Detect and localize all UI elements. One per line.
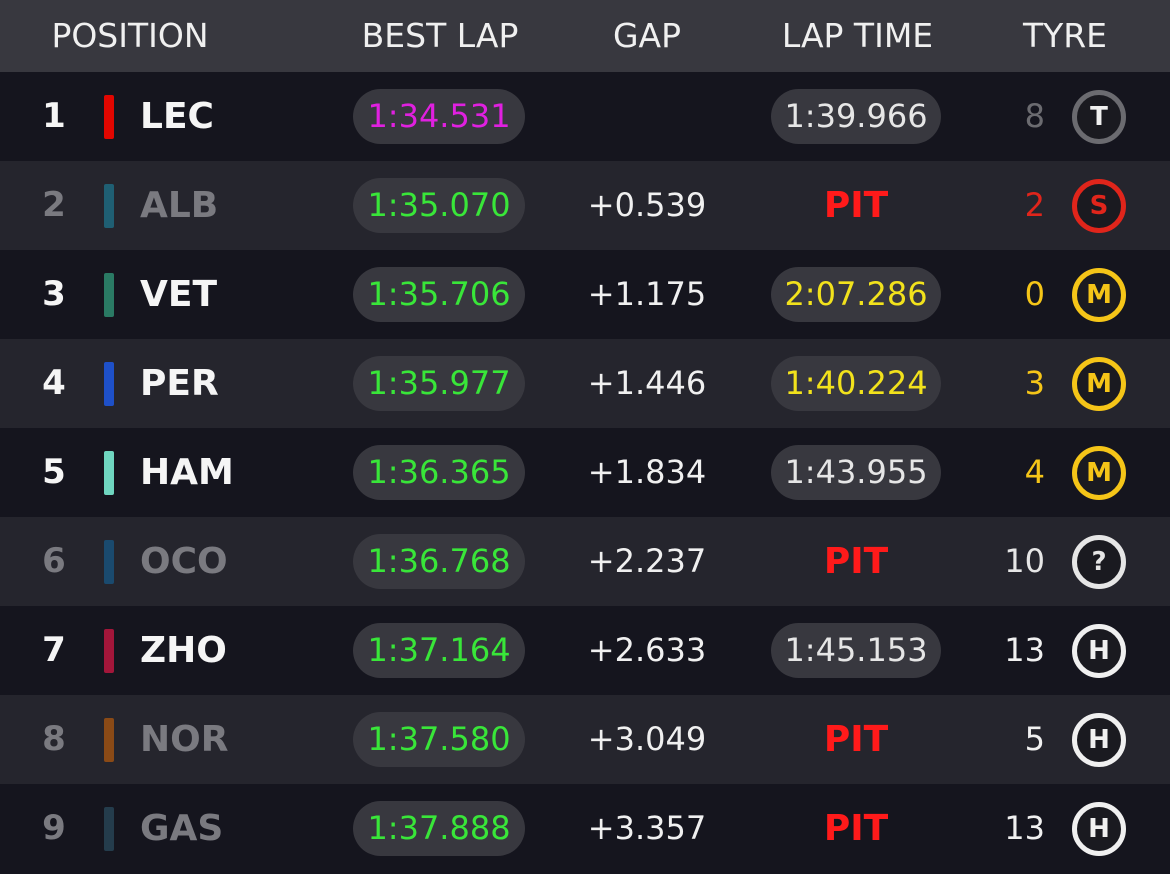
pit: PIT — [823, 185, 889, 226]
driver-code: ALB — [140, 185, 219, 226]
column-header: LAP TIME — [781, 16, 934, 55]
gap: +1.834 — [587, 453, 707, 491]
driver-row: 7 ZHO 1:37.164 +2.633 1:45.153 13 H — [0, 606, 1170, 695]
team-bar — [104, 629, 114, 673]
position: 2 — [42, 185, 66, 225]
position: 1 — [42, 96, 66, 136]
column-header: POSITION — [51, 16, 209, 55]
tyre-age: 8 — [1024, 97, 1045, 135]
position: 8 — [42, 719, 66, 759]
driver-row: 1 LEC 1:34.531 1:39.966 8 T — [0, 72, 1170, 161]
position: 7 — [42, 630, 66, 670]
lap-time: 1:43.955 — [771, 445, 941, 500]
header: POSITION BEST LAP GAP LAP TIME TYRE — [0, 0, 1170, 72]
gap: +0.539 — [587, 186, 707, 224]
pit: PIT — [823, 719, 889, 760]
tyre-icon: H — [1072, 802, 1126, 856]
best-lap: 1:35.070 — [353, 178, 525, 233]
gap: +2.237 — [587, 542, 707, 580]
tyre-age: 13 — [1004, 809, 1045, 847]
driver-code: OCO — [140, 541, 228, 582]
tyre-icon: ? — [1072, 535, 1126, 589]
gap: +1.446 — [587, 364, 707, 402]
tyre-icon: M — [1072, 446, 1126, 500]
driver-code: HAM — [140, 452, 234, 493]
tyre-icon: H — [1072, 713, 1126, 767]
best-lap: 1:37.580 — [353, 712, 525, 767]
position: 4 — [42, 363, 66, 403]
driver-row: 8 NOR 1:37.580 +3.049 PIT 5 H — [0, 695, 1170, 784]
gap: +3.049 — [587, 720, 707, 758]
tyre-age: 13 — [1004, 631, 1045, 669]
team-bar — [104, 273, 114, 317]
column-header: GAP — [612, 16, 682, 55]
tyre-icon: H — [1072, 624, 1126, 678]
best-lap: 1:37.164 — [353, 623, 525, 678]
lap-time: 1:39.966 — [771, 89, 941, 144]
best-lap: 1:36.365 — [353, 445, 525, 500]
column-header: BEST LAP — [361, 16, 519, 55]
position: 3 — [42, 274, 66, 314]
position: 6 — [42, 541, 66, 581]
driver-code: NOR — [140, 719, 229, 760]
driver-code: ZHO — [140, 630, 227, 671]
pit: PIT — [823, 808, 889, 849]
gap: +1.175 — [587, 275, 707, 313]
team-bar — [104, 184, 114, 228]
team-bar — [104, 451, 114, 495]
driver-code: VET — [140, 274, 218, 315]
driver-code: LEC — [140, 96, 214, 137]
driver-row: 9 GAS 1:37.888 +3.357 PIT 13 H — [0, 784, 1170, 873]
best-lap: 1:34.531 — [353, 89, 525, 144]
tyre-icon: M — [1072, 268, 1126, 322]
gap: +3.357 — [587, 809, 707, 847]
position: 9 — [42, 808, 66, 848]
team-bar — [104, 540, 114, 584]
driver-row: 6 OCO 1:36.768 +2.237 PIT 10? — [0, 517, 1170, 606]
pit: PIT — [823, 541, 889, 582]
driver-row: 2 ALB 1:35.070 +0.539 PIT 2 S — [0, 161, 1170, 250]
tyre-icon: T — [1072, 90, 1126, 144]
column-header: TYRE — [1022, 16, 1108, 55]
team-bar — [104, 362, 114, 406]
driver-code: PER — [140, 363, 219, 404]
tyre-icon: M — [1072, 357, 1126, 411]
lap-time: 1:45.153 — [771, 623, 941, 678]
lap-time: 1:40.224 — [771, 356, 941, 411]
best-lap: 1:35.706 — [353, 267, 525, 322]
driver-row: 5 HAM 1:36.365 +1.834 1:43.955 4 M — [0, 428, 1170, 517]
tyre-age: 4 — [1024, 453, 1045, 491]
driver-row: 4 PER 1:35.977 +1.446 1:40.224 3 M — [0, 339, 1170, 428]
best-lap: 1:35.977 — [353, 356, 525, 411]
tyre-age: 5 — [1024, 720, 1045, 758]
lap-time: 2:07.286 — [771, 267, 941, 322]
team-bar — [104, 718, 114, 762]
best-lap: 1:36.768 — [353, 534, 525, 589]
team-bar — [104, 807, 114, 851]
tyre-age: 2 — [1024, 186, 1045, 224]
tyre-age: 0 — [1024, 275, 1045, 313]
position: 5 — [42, 452, 66, 492]
driver-code: GAS — [140, 808, 224, 849]
best-lap: 1:37.888 — [353, 801, 525, 856]
tyre-icon: S — [1072, 179, 1126, 233]
tyre-age: 10 — [1004, 542, 1045, 580]
tyre-age: 3 — [1024, 364, 1045, 402]
gap: +2.633 — [587, 631, 707, 669]
team-bar — [104, 95, 114, 139]
driver-row: 3 VET 1:35.706 +1.175 2:07.286 0 M — [0, 250, 1170, 339]
